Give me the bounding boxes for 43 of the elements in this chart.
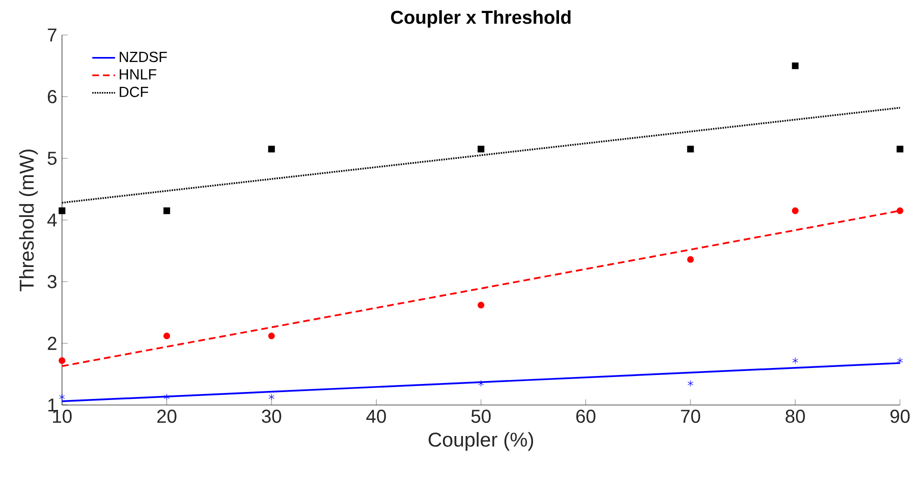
point xyxy=(268,146,275,152)
legend-label: DCF xyxy=(120,86,148,98)
point xyxy=(478,380,484,387)
point xyxy=(478,146,484,152)
point xyxy=(687,146,694,152)
x-tick-label: 10 xyxy=(53,410,72,423)
x-tick-label: 70 xyxy=(681,410,700,423)
point xyxy=(478,302,484,308)
y-tick-label: 7 xyxy=(48,28,56,42)
point xyxy=(268,332,275,340)
y-tick-label: 6 xyxy=(48,90,56,104)
point xyxy=(163,332,170,340)
point xyxy=(163,207,170,214)
point xyxy=(164,394,170,400)
point xyxy=(897,357,903,364)
point xyxy=(792,357,798,364)
y-tick-label: 4 xyxy=(47,214,57,226)
x-tick-label: 20 xyxy=(157,410,176,423)
point xyxy=(687,256,694,263)
point xyxy=(58,357,66,364)
x-tick-label: 30 xyxy=(262,410,282,423)
chart-title: Coupler x Threshold xyxy=(391,10,571,28)
legend-label: HNLF xyxy=(120,69,156,80)
x-tick-label: 80 xyxy=(786,410,805,423)
y-tick-label: 1 xyxy=(48,398,56,412)
x-axis-title: Coupler (%) xyxy=(428,432,534,451)
point xyxy=(268,394,274,400)
y-tick-label: 2 xyxy=(48,336,56,350)
point xyxy=(58,207,66,214)
point xyxy=(688,380,694,387)
x-tick-label: 40 xyxy=(366,410,386,423)
point xyxy=(59,394,65,400)
point xyxy=(896,207,904,214)
y-tick-label: 5 xyxy=(48,152,57,165)
x-tick-label: 50 xyxy=(471,410,491,423)
point xyxy=(896,146,904,152)
point xyxy=(792,62,799,70)
y-axis-title: Threshold (mW) xyxy=(19,150,38,292)
x-tick-label: 90 xyxy=(890,410,910,423)
x-tick-label: 60 xyxy=(576,410,596,423)
point xyxy=(792,207,799,214)
legend-label: NZDSF xyxy=(120,52,167,62)
y-tick-label: 3 xyxy=(48,275,56,288)
